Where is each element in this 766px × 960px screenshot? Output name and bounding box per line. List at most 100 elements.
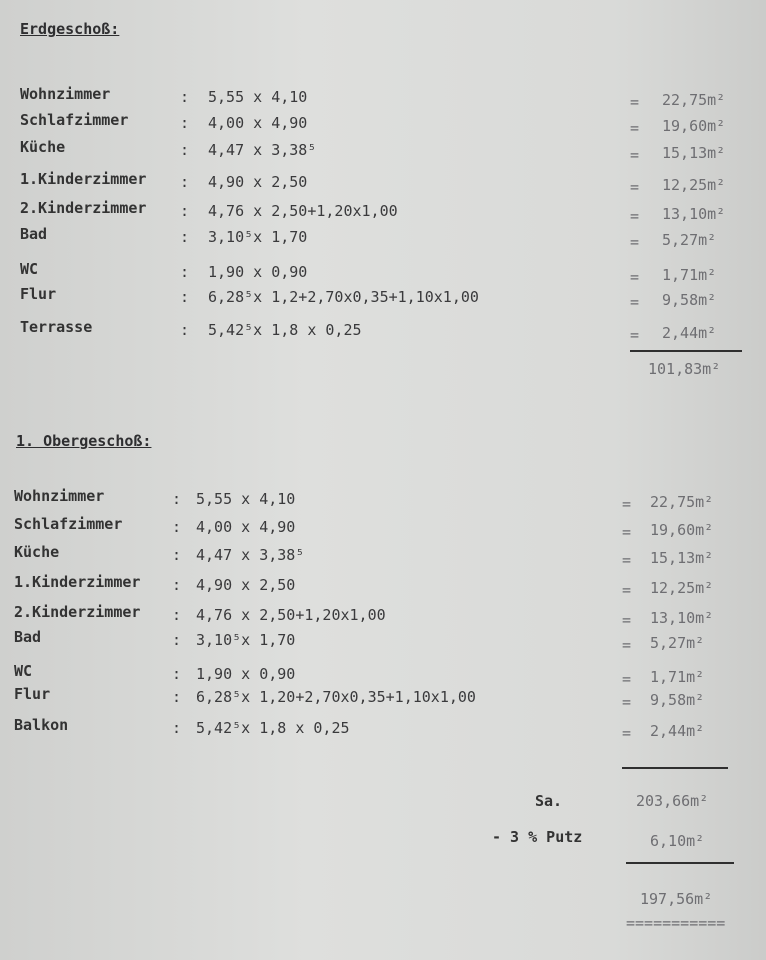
colon: : [172, 688, 182, 706]
room-name: Flur [14, 685, 51, 703]
equals-sign: = [630, 118, 640, 137]
colon: : [180, 88, 190, 106]
room-area: 12,25m² [662, 175, 726, 194]
double-underline: =========== [626, 914, 726, 932]
colon: : [180, 113, 190, 132]
sum-line [630, 350, 742, 352]
room-name: Wohnzimmer [20, 85, 111, 103]
room-dimensions: 3,10⁵x 1,70 [196, 631, 296, 649]
sum-line [626, 862, 734, 864]
room-dimensions: 1,90 x 0,90 [196, 665, 296, 683]
equals-sign: = [622, 495, 632, 513]
sum-label: Sa. [535, 792, 563, 810]
room-dimensions: 4,00 x 4,90 [196, 518, 296, 536]
room-dimensions: 4,47 x 3,38⁵ [208, 141, 317, 160]
room-name: Schlafzimmer [14, 515, 123, 533]
room-dimensions: 4,76 x 2,50+1,20x1,00 [196, 606, 386, 624]
section-title: 1. Obergeschoß: [16, 432, 152, 450]
room-area: 9,58m² [662, 291, 717, 310]
equals-sign: = [622, 611, 632, 629]
equals-sign: = [622, 724, 632, 742]
room-name: WC [20, 259, 39, 278]
room-dimensions: 4,47 x 3,38⁵ [196, 546, 305, 564]
colon: : [180, 202, 190, 221]
room-name: Küche [14, 543, 60, 561]
equals-sign: = [630, 293, 640, 312]
room-dimensions: 4,76 x 2,50+1,20x1,00 [208, 202, 398, 221]
room-area: 2,44m² [662, 323, 717, 342]
colon: : [172, 490, 182, 508]
room-name: Wohnzimmer [14, 487, 105, 505]
room-name: Terrasse [20, 317, 93, 336]
room-name: Flur [20, 285, 57, 304]
sum-value: 203,66m² [636, 792, 709, 810]
room-dimensions: 5,42⁵x 1,8 x 0,25 [196, 719, 350, 737]
room-area: 13,10m² [662, 205, 726, 224]
equals-sign: = [630, 233, 640, 251]
room-dimensions: 6,28⁵x 1,2+2,70x0,35+1,10x1,00 [208, 288, 479, 307]
room-area: 13,10m² [650, 609, 714, 627]
room-name: Küche [20, 138, 66, 157]
room-name: Schlafzimmer [20, 110, 129, 129]
section-title: Erdgeschoß: [20, 20, 120, 38]
colon: : [172, 518, 182, 536]
room-name: 1.Kinderzimmer [20, 169, 147, 188]
room-area: 19,60m² [650, 521, 714, 539]
room-name: 2.Kinderzimmer [14, 603, 141, 621]
colon: : [180, 320, 190, 339]
colon: : [180, 288, 190, 307]
room-area: 5,27m² [662, 231, 717, 249]
section-total: 101,83m² [648, 360, 721, 378]
room-dimensions: 4,90 x 2,50 [208, 172, 308, 191]
colon: : [172, 576, 182, 594]
colon: : [180, 141, 190, 160]
room-area: 22,75m² [650, 493, 714, 511]
room-name: Bad [20, 225, 48, 243]
equals-sign: = [630, 325, 640, 344]
room-name: Bad [14, 628, 42, 646]
room-area: 15,13m² [662, 144, 726, 163]
colon: : [180, 228, 190, 246]
equals-sign: = [622, 693, 632, 711]
equals-sign: = [622, 581, 632, 599]
room-dimensions: 5,55 x 4,10 [208, 88, 308, 106]
room-dimensions: 6,28⁵x 1,20+2,70x0,35+1,10x1,00 [196, 688, 476, 706]
equals-sign: = [630, 93, 640, 111]
room-name: WC [14, 662, 33, 680]
room-dimensions: 5,42⁵x 1,8 x 0,25 [208, 320, 362, 339]
colon: : [172, 665, 182, 683]
room-name: 2.Kinderzimmer [20, 199, 147, 218]
colon: : [180, 172, 190, 191]
deduction-value: 6,10m² [650, 832, 705, 850]
colon: : [172, 631, 182, 649]
room-area: 19,60m² [662, 116, 726, 135]
room-dimensions: 1,90 x 0,90 [208, 262, 308, 281]
room-dimensions: 4,90 x 2,50 [196, 576, 296, 594]
equals-sign: = [622, 636, 632, 654]
room-area: 1,71m² [650, 668, 705, 686]
equals-sign: = [622, 670, 632, 688]
equals-sign: = [622, 551, 632, 569]
colon: : [172, 606, 182, 624]
room-area: 9,58m² [650, 691, 705, 709]
room-area: 1,71m² [662, 265, 717, 284]
colon: : [172, 719, 182, 737]
equals-sign: = [630, 177, 640, 196]
room-dimensions: 4,00 x 4,90 [208, 113, 308, 132]
colon: : [180, 262, 190, 281]
room-area: 15,13m² [650, 549, 714, 567]
equals-sign: = [630, 207, 640, 226]
room-dimensions: 5,55 x 4,10 [196, 490, 296, 508]
room-area: 22,75m² [662, 91, 726, 109]
equals-sign: = [622, 523, 632, 541]
room-name: 1.Kinderzimmer [14, 573, 141, 591]
equals-sign: = [630, 267, 640, 286]
final-total: 197,56m² [640, 890, 713, 908]
deduction-label: - 3 % Putz [492, 828, 583, 846]
room-dimensions: 3,10⁵x 1,70 [208, 228, 308, 246]
room-area: 2,44m² [650, 722, 705, 740]
room-area: 5,27m² [650, 634, 705, 652]
room-name: Balkon [14, 716, 69, 734]
colon: : [172, 546, 182, 564]
